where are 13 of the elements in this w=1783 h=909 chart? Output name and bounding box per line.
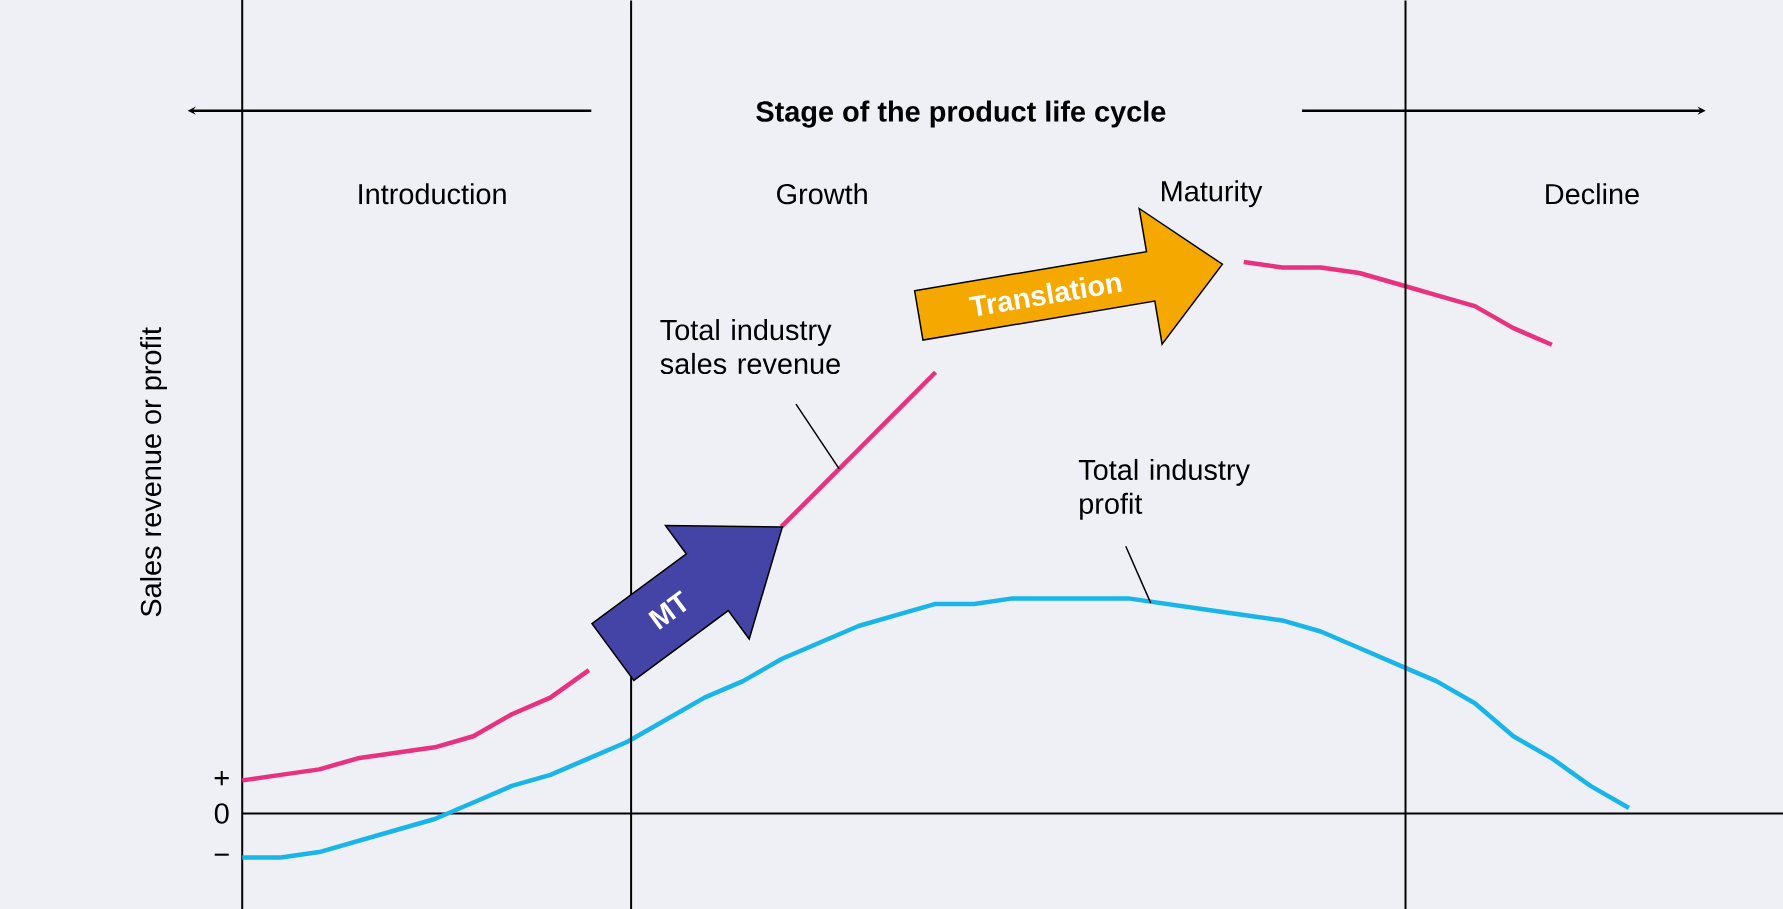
- annotation: Translation: [968, 276, 1122, 316]
- text: Decline: [1546, 183, 1639, 205]
- text: Growth: [777, 183, 867, 205]
- text: Total industry sales revenue: [660, 319, 840, 375]
- y-axis-title: Sales revenue or profit: [140, 327, 167, 617]
- text: 0: [214, 803, 229, 824]
- annotation: MT: [648, 590, 687, 630]
- text: Maturity: [1162, 180, 1263, 208]
- text: Total industry profit: [1078, 458, 1250, 520]
- text: Introduction: [359, 183, 506, 205]
- text: −: [214, 853, 229, 856]
- chart-title: Stage of the product life cycle: [756, 100, 1166, 128]
- text: +: [214, 771, 229, 786]
